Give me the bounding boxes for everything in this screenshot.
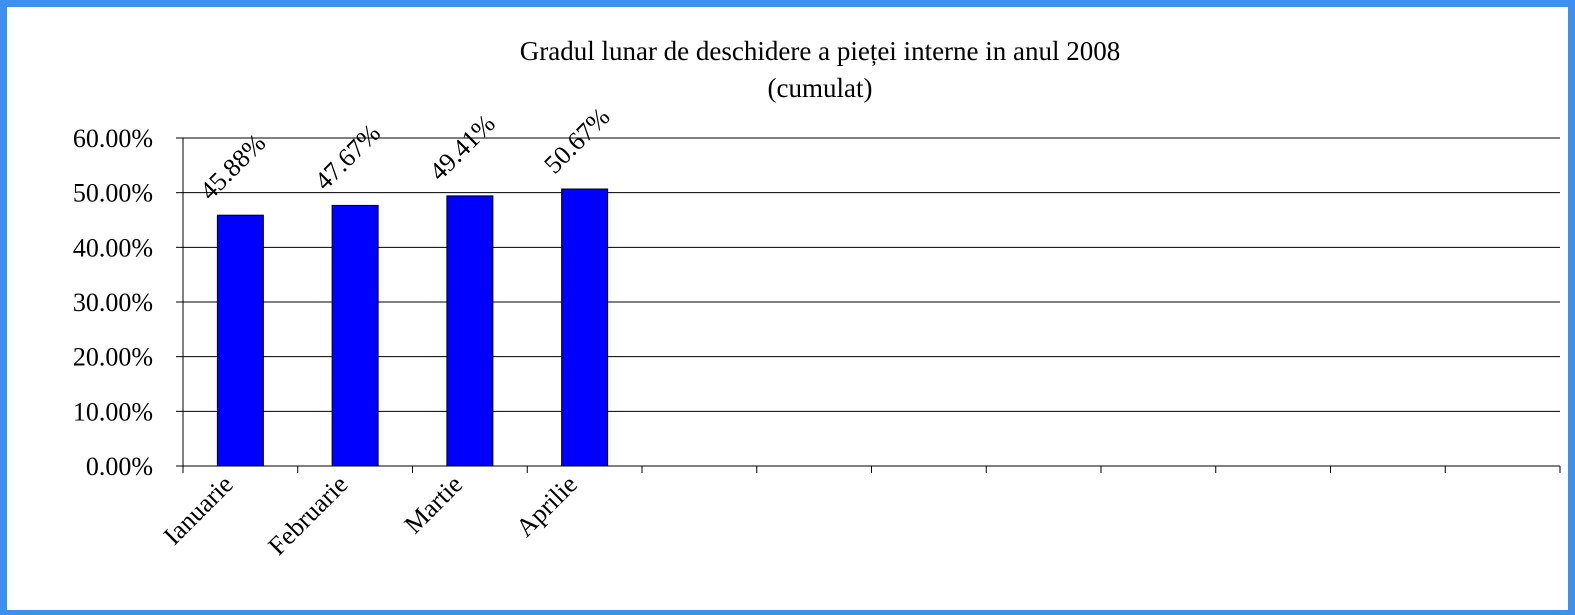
x-tick-label: Februarie [262,470,353,561]
value-label: 47.67% [309,118,386,195]
chart-subtitle: (cumulat) [768,73,873,103]
chart-frame: Gradul lunar de deschidere a pieței inte… [7,7,1568,610]
y-tick-label: 40.00% [73,233,153,262]
y-tick-label: 60.00% [73,124,153,153]
bar [216,214,264,467]
chart-title: Gradul lunar de deschidere a pieței inte… [520,36,1121,66]
y-tick-label: 20.00% [73,343,153,372]
x-tick-label: Martie [399,470,469,540]
y-tick-label: 30.00% [73,288,153,317]
value-label: 45.88% [194,128,271,205]
y-tick-label: 10.00% [73,397,153,426]
value-label: 50.67% [538,102,615,179]
y-tick-label: 50.00% [73,179,153,208]
bar [561,188,609,467]
y-tick-label: 0.00% [86,452,153,481]
bar [331,204,379,467]
chart: Gradul lunar de deschidere a pieței inte… [73,36,1561,561]
x-tick-label: Aprilie [510,470,583,543]
value-label: 49.41% [424,109,501,186]
x-tick-label: Ianuarie [158,470,239,551]
bar [446,195,494,467]
